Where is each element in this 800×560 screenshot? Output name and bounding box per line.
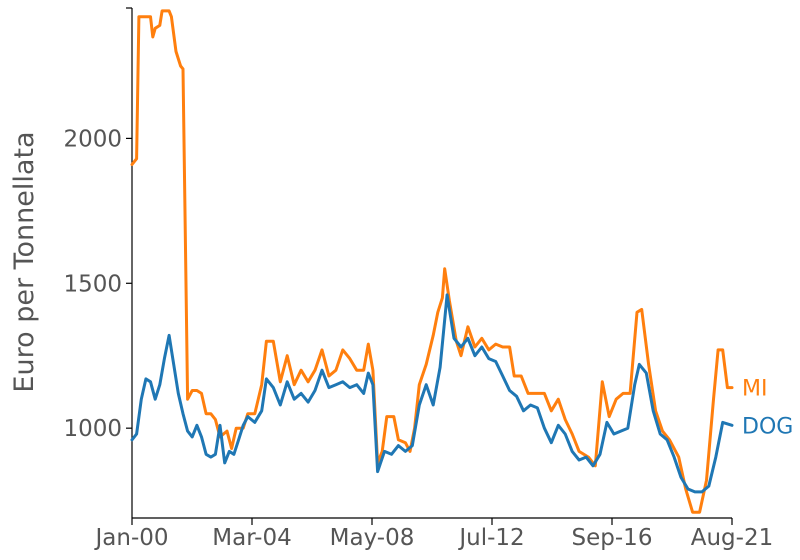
x-tick-label: Jul-12	[457, 525, 524, 551]
y-tick-label: 2000	[63, 126, 122, 152]
series-label-mi: MI	[742, 377, 767, 402]
x-tick-label: May-08	[330, 525, 415, 551]
series-line-dog	[130, 293, 734, 494]
series-line-mi	[130, 9, 734, 514]
x-ticks: Jan-00 Mar-04 May-08 Jul-12 Sep-16 Aug-21	[93, 518, 773, 551]
series-lines	[130, 9, 734, 514]
x-tick-label: Aug-21	[691, 525, 773, 551]
series-label-dog: DOG	[742, 414, 793, 439]
series-labels: MI DOG	[742, 377, 793, 440]
axes	[131, 8, 732, 519]
y-ticks: 1000 1500 2000	[63, 7, 132, 442]
y-axis-title: Euro per Tonnellata	[9, 131, 40, 392]
y-tick-label: 1500	[63, 271, 122, 297]
y-tick-label: 1000	[63, 416, 122, 442]
x-tick-label: Sep-16	[572, 525, 653, 551]
x-tick-label: Mar-04	[212, 525, 292, 551]
x-tick-label: Jan-00	[93, 525, 168, 551]
